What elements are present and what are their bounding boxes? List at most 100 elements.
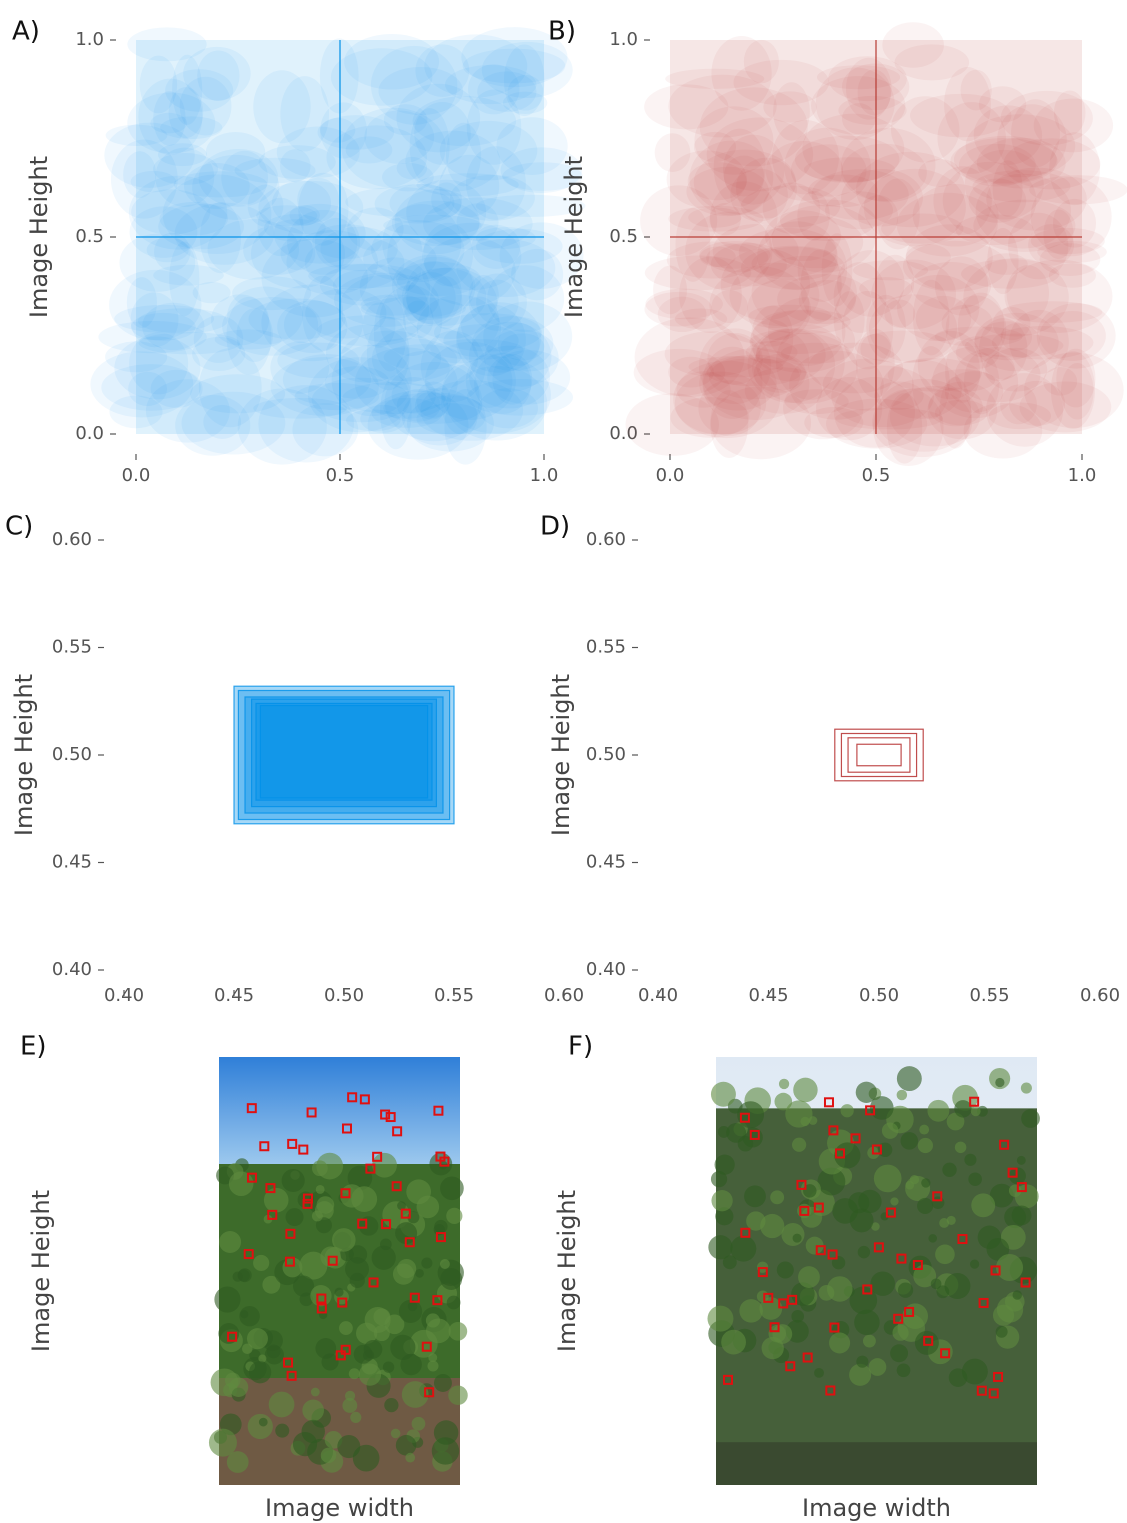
leaf [316, 1153, 343, 1180]
density-blob [1049, 263, 1096, 287]
leaf [897, 1066, 922, 1091]
leaf [275, 1424, 289, 1438]
leaf [269, 1392, 295, 1418]
leaf [791, 1310, 804, 1323]
leaf [412, 1417, 426, 1431]
leaf [832, 1198, 858, 1224]
leaf [405, 1453, 415, 1463]
density-blob [972, 170, 1070, 202]
leaf [760, 1214, 784, 1238]
leaf [869, 1358, 887, 1376]
leaf [874, 1165, 902, 1193]
leaf [1017, 1156, 1026, 1165]
leaf [968, 1172, 982, 1186]
leaf [345, 1257, 369, 1281]
leaf [854, 1310, 879, 1335]
photo [209, 1057, 468, 1485]
leaf [800, 1117, 809, 1126]
leaf [921, 1178, 930, 1187]
leaf [711, 1190, 732, 1211]
leaf [449, 1322, 468, 1341]
ground [716, 1442, 1037, 1485]
density-blob [396, 84, 480, 153]
y-tick-label: 0.45 [586, 852, 626, 873]
leaf [928, 1234, 937, 1243]
leaf [744, 1185, 766, 1207]
leaf [373, 1308, 390, 1325]
panel-label: B) [548, 17, 576, 47]
density-blob [911, 262, 991, 310]
density-blob [105, 341, 167, 372]
density-blob [274, 204, 366, 264]
leaf [359, 1364, 381, 1386]
density-blob [644, 84, 728, 129]
leaf [372, 1153, 397, 1178]
leaf [936, 1285, 949, 1298]
density-blob [504, 45, 545, 117]
leaf [935, 1245, 955, 1265]
density-cloud [90, 27, 585, 465]
density-blob [773, 82, 810, 140]
leaf [708, 1235, 732, 1259]
leaf [955, 1142, 967, 1154]
leaf [293, 1432, 317, 1456]
leaf [396, 1435, 417, 1456]
figure: A)Image Height0.00.51.00.00.51.0B)Image … [0, 0, 1127, 1523]
density-blob [804, 157, 895, 182]
leaf [918, 1138, 933, 1153]
leaf [726, 1123, 746, 1143]
density-blob [961, 70, 992, 111]
leaf [770, 1190, 784, 1204]
leaf [372, 1246, 396, 1270]
leaf [890, 1344, 908, 1362]
leaf [917, 1198, 933, 1214]
density-blob [253, 70, 310, 143]
leaf [214, 1286, 240, 1312]
leaf [349, 1368, 360, 1379]
leaf [434, 1220, 447, 1233]
panel-label: D) [540, 512, 570, 542]
leaf [1013, 1290, 1022, 1299]
leaf [915, 1331, 939, 1355]
leaf [282, 1169, 305, 1192]
leaf [353, 1445, 380, 1472]
leaf [1012, 1205, 1032, 1225]
density-blob [707, 358, 802, 386]
y-tick-label: 0.55 [586, 637, 626, 658]
leaf [890, 1197, 898, 1205]
density-blob [363, 303, 396, 348]
density-blob [882, 22, 944, 68]
leaf [730, 1236, 756, 1262]
density-blob [741, 246, 845, 290]
leaf [339, 1321, 353, 1335]
density-blob [1043, 367, 1077, 396]
bounding-box [260, 706, 427, 798]
leaf [954, 1100, 971, 1117]
density-blob [345, 187, 451, 217]
leaf [1021, 1083, 1032, 1094]
leaf [332, 1228, 356, 1252]
density-blob [644, 292, 712, 327]
y-tick-label: 0.5 [75, 226, 104, 247]
leaf [448, 1386, 467, 1405]
leaf [390, 1335, 415, 1360]
leaf [971, 1106, 981, 1116]
y-axis-label: Image Height [553, 1190, 581, 1352]
y-tick-label: 0.40 [52, 959, 92, 980]
leaf [711, 1171, 727, 1187]
leaf [964, 1154, 976, 1166]
leaf [286, 1208, 304, 1226]
photo [707, 1057, 1039, 1485]
leaf [253, 1255, 269, 1271]
density-blob [101, 364, 201, 411]
density-blob [1054, 90, 1086, 135]
y-tick-label: 0.55 [52, 637, 92, 658]
leaf [996, 1326, 1008, 1338]
density-blob [392, 255, 473, 317]
leaf [798, 1266, 820, 1288]
y-tick-label: 0.5 [609, 226, 638, 247]
x-axis-label: Image width [265, 1494, 414, 1522]
leaf [383, 1361, 394, 1372]
leaf [897, 1363, 911, 1377]
leaf [707, 1306, 733, 1332]
